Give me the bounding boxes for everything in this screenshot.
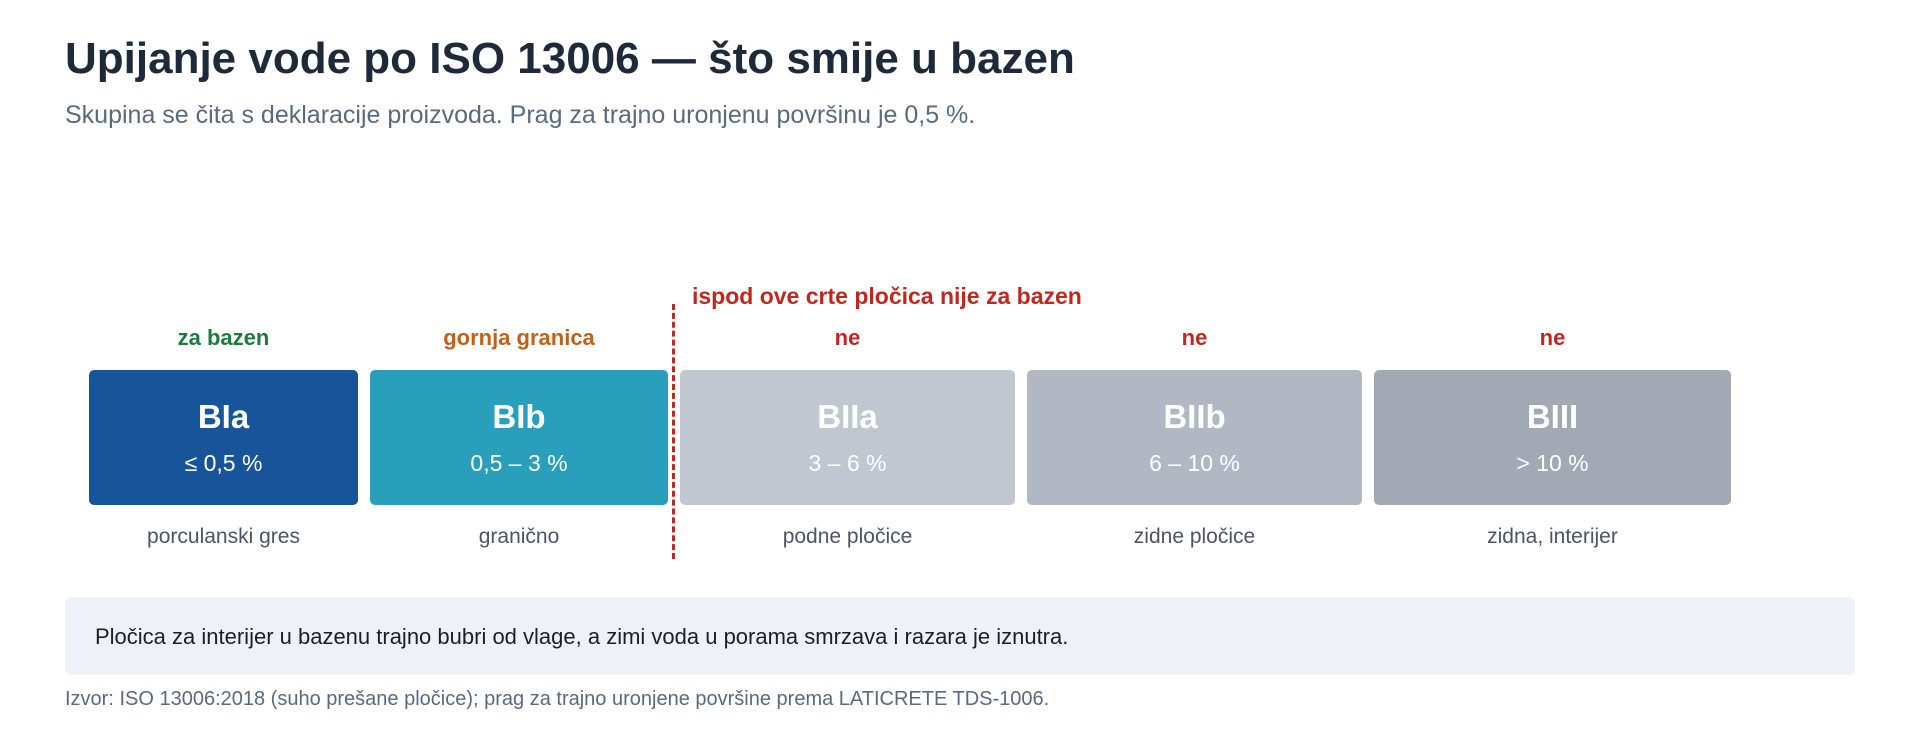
source-note: Izvor: ISO 13006:2018 (suho prešane ploč… [65,688,1050,710]
usage-biii: zidna, interijer [1487,525,1618,548]
tile-code: BIIb [1163,398,1226,435]
note-box: Pločica za interijer u bazenu trajno bub… [65,597,1855,675]
tile-range: ≤ 0,5 % [184,450,263,476]
tile-range: > 10 % [1516,450,1589,476]
tile-code: BIa [197,398,250,435]
verdict-bib: gornja granica [443,325,595,350]
tile-bib: BIb 0,5 – 3 % [370,370,668,505]
tile-biia: BIIa 3 – 6 % [680,370,1015,505]
threshold-label: ispod ove crte pločica nije za bazen [692,283,1082,309]
tile-bia: BIa ≤ 0,5 % [89,370,358,505]
tile-code: BIII [1526,398,1579,435]
tile-code: BIIa [817,398,878,435]
tile-biib: BIIb 6 – 10 % [1027,370,1362,505]
tile-range: 3 – 6 % [808,450,887,476]
tile-code: BIb [492,398,546,435]
verdict-bia: za bazen [177,325,270,350]
page-subtitle: Skupina se čita s deklaracije proizvoda.… [65,101,976,129]
usage-bia: porculanski gres [147,525,300,548]
threshold-line [672,304,675,559]
tile-range: 6 – 10 % [1149,450,1240,476]
verdict-biii: ne [1539,325,1566,350]
verdict-biia: ne [834,325,861,350]
usage-bib: granično [478,525,560,548]
tile-biii: BIII > 10 % [1374,370,1731,505]
usage-biia: podne pločice [782,525,913,548]
note-text: Pločica za interijer u bazenu trajno bub… [95,624,1069,649]
tile-range: 0,5 – 3 % [470,450,568,476]
verdict-biib: ne [1181,325,1208,350]
usage-biib: zidne pločice [1133,525,1256,548]
page-title: Upijanje vode po ISO 13006 — što smije u… [65,34,1075,83]
